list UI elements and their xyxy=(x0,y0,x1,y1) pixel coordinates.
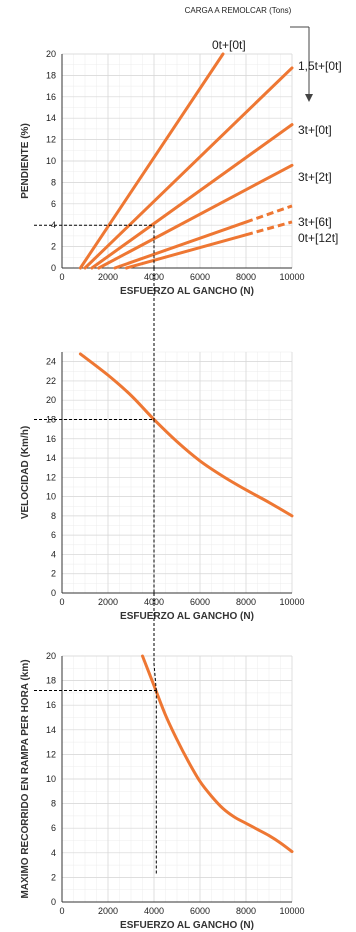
x-tick-label: 8000 xyxy=(236,272,256,282)
y-tick-label: 12 xyxy=(46,135,56,145)
y-tick-label: 20 xyxy=(46,395,56,405)
series-line xyxy=(78,52,225,270)
chart-pendiente: 0 2000 4000 6000 8000 10000 0 2 4 6 8 10 12 14 16 18 20 E… xyxy=(20,38,342,297)
y-tick-label: 16 xyxy=(46,700,56,710)
y-tick-label: 4 xyxy=(51,549,56,559)
y-tick-label: 10 xyxy=(46,492,56,502)
x-tick-label: 10000 xyxy=(279,597,304,607)
y-tick-label: 12 xyxy=(46,472,56,482)
series-label: 0t+[0t] xyxy=(212,38,246,52)
y-tick-label: 14 xyxy=(46,725,56,735)
x-tick-label: 6000 xyxy=(190,597,210,607)
y-tick-label: 8 xyxy=(51,177,56,187)
series-line xyxy=(124,233,248,270)
y-tick-label: 16 xyxy=(46,434,56,444)
y-tick-label: 2 xyxy=(51,872,56,882)
x-tick-label: 4000 xyxy=(144,597,164,607)
y-tick-label: 0 xyxy=(51,897,56,907)
y-tick-label: 6 xyxy=(51,530,56,540)
x-tick-label: 10000 xyxy=(279,272,304,282)
y-axis-label: PENDIENTE (%) xyxy=(20,123,31,199)
x-tick-label: 6000 xyxy=(190,906,210,916)
guide-connector xyxy=(153,593,157,691)
x-tick-label: 4000 xyxy=(144,906,164,916)
x-tick-label: 4000 xyxy=(144,272,164,282)
x-tick-label: 2000 xyxy=(98,906,118,916)
y-axis-label: VELOCIDAD (Km/h) xyxy=(20,426,31,519)
y-tick-label: 2 xyxy=(51,569,56,579)
x-tick-label: 0 xyxy=(59,906,64,916)
series-label: 0t+[12t] xyxy=(298,231,338,245)
chart-velocidad: 0 2000 4000 6000 8000 10000024681012141618202… xyxy=(20,351,305,622)
y-axis-label: MAXIMO RECORRIDO EN RAMPA PER HORA (km) xyxy=(20,659,31,898)
y-tick-label: 8 xyxy=(51,799,56,809)
y-tick-label: 6 xyxy=(51,823,56,833)
x-tick-label: 2000 xyxy=(98,597,118,607)
y-tick-label: 2 xyxy=(51,242,56,252)
series-line xyxy=(90,123,294,270)
y-tick-label: 14 xyxy=(46,113,56,123)
series-label: 3t+[0t] xyxy=(298,123,332,137)
y-tick-label: 0 xyxy=(51,588,56,598)
x-tick-label: 8000 xyxy=(236,906,256,916)
chart-recorrido: 0 2000 4000 6000 8000 10000 0 2 4 6 8 10 12 14 16 18 20 E… xyxy=(20,651,305,931)
arrow-down-icon xyxy=(290,26,313,102)
y-tick-label: 4 xyxy=(51,220,56,230)
series-line-dashed xyxy=(245,220,293,237)
y-tick-label: 10 xyxy=(46,774,56,784)
y-tick-label: 16 xyxy=(46,92,56,102)
series-line xyxy=(113,220,248,270)
y-tick-label: 24 xyxy=(46,357,56,367)
header-title: CARGA A REMOLCAR (Tons) xyxy=(185,6,292,15)
x-tick-label: 0 xyxy=(59,272,64,282)
y-tick-label: 18 xyxy=(46,676,56,686)
y-tick-label: 6 xyxy=(51,199,56,209)
y-tick-label: 20 xyxy=(46,49,56,59)
y-tick-label: 10 xyxy=(46,156,56,166)
y-tick-label: 12 xyxy=(46,749,56,759)
series-line xyxy=(141,654,294,854)
x-tick-label: 2000 xyxy=(98,272,118,282)
series-label: 3t+[6t] xyxy=(298,215,332,229)
y-tick-label: 8 xyxy=(51,511,56,521)
x-axis-label: ESFUERZO AL GANCHO (N) xyxy=(120,920,254,931)
y-tick-label: 18 xyxy=(46,70,56,80)
series-label: 3t+[2t] xyxy=(298,170,332,184)
x-tick-label: 6000 xyxy=(190,272,210,282)
y-tick-label: 4 xyxy=(51,848,56,858)
x-tick-label: 10000 xyxy=(279,906,304,916)
series-line xyxy=(78,352,294,518)
y-tick-label: 20 xyxy=(46,651,56,661)
x-axis-label: ESFUERZO AL GANCHO (N) xyxy=(120,611,254,622)
series-line-dashed xyxy=(245,204,293,224)
x-tick-label: 0 xyxy=(59,597,64,607)
y-tick-label: 0 xyxy=(51,263,56,273)
y-tick-label: 22 xyxy=(46,376,56,386)
series-label: 1,5t+[0t] xyxy=(298,59,342,73)
x-axis-label: ESFUERZO AL GANCHO (N) xyxy=(120,286,254,297)
series-line xyxy=(97,163,294,270)
y-tick-label: 14 xyxy=(46,453,56,463)
series-line xyxy=(83,66,294,270)
x-tick-label: 8000 xyxy=(236,597,256,607)
